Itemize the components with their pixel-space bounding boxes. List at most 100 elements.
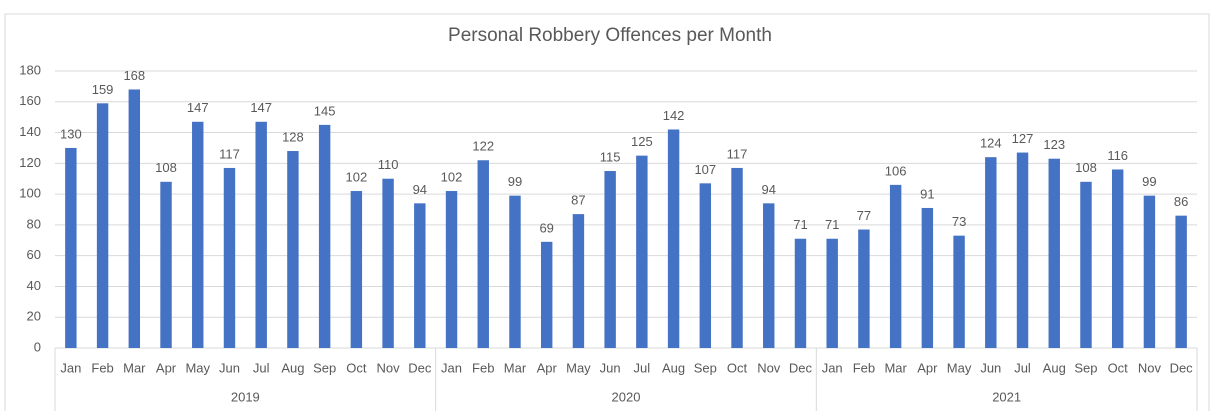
value-label: 122 <box>472 139 494 154</box>
bar <box>889 184 902 348</box>
value-label: 124 <box>980 136 1002 151</box>
x-tick-label: Apr <box>917 360 938 375</box>
bar <box>1175 215 1187 348</box>
value-label: 145 <box>314 103 336 118</box>
value-label: 168 <box>123 68 145 83</box>
x-tick-label: Sep <box>313 360 336 375</box>
bar <box>160 181 172 348</box>
x-tick-label: Nov <box>377 360 401 375</box>
y-tick-label: 60 <box>27 247 41 262</box>
x-tick-label: Aug <box>281 360 304 375</box>
bar <box>65 147 77 348</box>
bar <box>1080 181 1092 348</box>
value-label: 102 <box>441 169 463 184</box>
bar <box>763 203 775 348</box>
x-tick-label: Mar <box>123 360 146 375</box>
bar <box>540 241 553 348</box>
bar <box>128 89 141 348</box>
bar <box>1016 152 1029 348</box>
bar <box>985 157 997 348</box>
y-tick-label: 0 <box>34 339 41 354</box>
x-tick-label: Jul <box>253 360 270 375</box>
x-tick-label: Mar <box>884 360 907 375</box>
x-tick-label: Dec <box>408 360 432 375</box>
bar <box>699 183 712 348</box>
bar <box>794 238 807 348</box>
value-label: 106 <box>885 163 907 178</box>
y-tick-label: 180 <box>19 62 41 77</box>
bar <box>509 195 521 348</box>
group-label: 2019 <box>231 389 260 404</box>
x-tick-label: Jan <box>822 360 843 375</box>
value-label: 108 <box>1075 160 1097 175</box>
x-tick-label: Sep <box>694 360 717 375</box>
group-label: 2020 <box>612 389 641 404</box>
x-tick-label: Jan <box>441 360 462 375</box>
x-tick-label: May <box>185 360 210 375</box>
x-tick-label: Mar <box>504 360 527 375</box>
bar <box>1143 195 1156 348</box>
y-tick-label: 120 <box>19 155 41 170</box>
bar <box>604 171 616 348</box>
y-tick-label: 100 <box>19 186 41 201</box>
x-tick-label: Dec <box>1170 360 1194 375</box>
value-label: 107 <box>694 162 716 177</box>
value-label: 108 <box>155 160 177 175</box>
bar <box>826 238 838 348</box>
value-label: 87 <box>571 193 585 208</box>
bar <box>572 214 585 348</box>
value-label: 71 <box>793 217 807 232</box>
y-tick-label: 80 <box>27 216 41 231</box>
value-label: 94 <box>413 182 427 197</box>
bar <box>731 167 743 348</box>
bar <box>96 103 109 348</box>
bar <box>223 167 236 348</box>
chart-frame <box>4 13 1210 411</box>
value-label: 99 <box>508 174 522 189</box>
x-tick-label: Jul <box>1014 360 1031 375</box>
x-tick-label: Oct <box>727 360 748 375</box>
value-label: 117 <box>727 146 748 161</box>
value-label: 69 <box>539 220 553 235</box>
bar <box>477 160 489 348</box>
value-label: 142 <box>663 108 685 123</box>
value-label: 116 <box>1107 148 1128 163</box>
x-tick-label: Aug <box>1043 360 1066 375</box>
x-tick-label: Feb <box>472 360 494 375</box>
value-label: 71 <box>825 217 839 232</box>
value-label: 128 <box>282 129 304 144</box>
x-tick-label: May <box>566 360 591 375</box>
value-label: 91 <box>920 186 934 201</box>
chart-title: Personal Robbery Offences per Month <box>448 25 772 46</box>
bar <box>382 178 394 348</box>
x-tick-label: Feb <box>91 360 113 375</box>
y-tick-label: 20 <box>27 309 41 324</box>
value-label: 73 <box>952 214 966 229</box>
x-tick-label: Apr <box>537 360 558 375</box>
y-tick-label: 140 <box>19 124 41 139</box>
value-label: 99 <box>1142 174 1156 189</box>
x-tick-label: Oct <box>1108 360 1129 375</box>
value-label: 123 <box>1043 137 1065 152</box>
x-tick-label: Apr <box>156 360 177 375</box>
bar <box>192 121 204 349</box>
bar <box>921 207 934 348</box>
x-tick-label: Jun <box>600 360 621 375</box>
bar <box>953 235 965 348</box>
bar <box>255 121 267 349</box>
x-tick-label: Aug <box>662 360 685 375</box>
value-label: 147 <box>187 100 209 115</box>
value-label: 77 <box>857 208 871 223</box>
bar <box>350 191 363 348</box>
x-tick-label: Dec <box>789 360 813 375</box>
value-label: 159 <box>92 82 114 97</box>
value-label: 110 <box>378 157 399 172</box>
y-tick-label: 40 <box>27 278 41 293</box>
bar <box>858 229 870 348</box>
x-tick-label: Jan <box>60 360 81 375</box>
x-tick-label: Oct <box>346 360 367 375</box>
value-label: 86 <box>1174 194 1188 209</box>
value-label: 102 <box>346 169 368 184</box>
group-label: 2021 <box>992 389 1021 404</box>
